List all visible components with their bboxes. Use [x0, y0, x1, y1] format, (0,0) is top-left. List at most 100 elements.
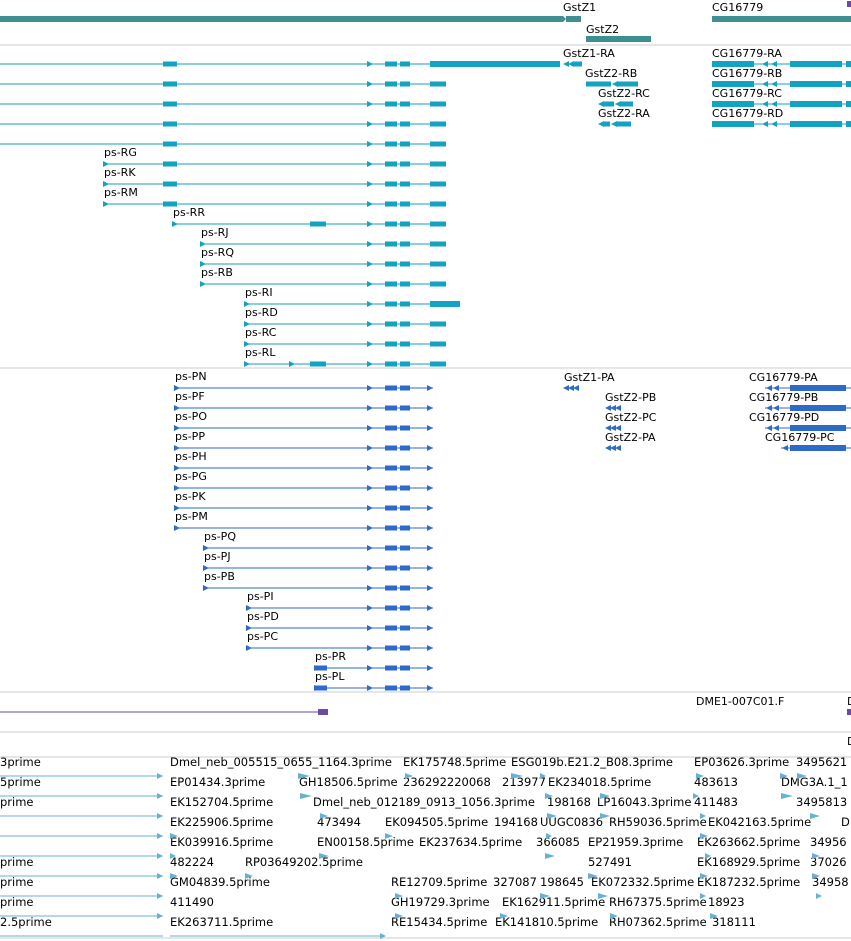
protein-label[interactable]: CG16779-PD — [749, 411, 819, 424]
est-label[interactable]: EK039916.5prime — [170, 835, 273, 849]
est-label[interactable]: Dmel_neb_012189_0913_1056.3prime — [313, 795, 535, 809]
est-label[interactable]: GM04839.5prime — [170, 875, 270, 889]
est-label[interactable]: 198168 — [547, 795, 591, 809]
est-label[interactable]: prime — [0, 855, 34, 869]
est-label[interactable]: RH59036.5prime — [609, 815, 707, 829]
transcript-label[interactable]: ps-RD — [245, 306, 278, 319]
est-label[interactable]: EK263711.5prime — [170, 915, 273, 929]
protein-label[interactable]: GstZ2-PA — [605, 431, 656, 444]
est-label[interactable]: 2.5prime — [0, 915, 52, 929]
est-label[interactable]: 3495813 — [796, 795, 847, 809]
est-label[interactable]: EK072332.5prime — [591, 875, 694, 889]
protein-label[interactable]: ps-PH — [175, 450, 207, 463]
est-label[interactable]: 236292220068 — [403, 775, 491, 789]
protein-label[interactable]: GstZ1-PA — [564, 371, 615, 384]
protein-label[interactable]: CG16779-PC — [765, 431, 835, 444]
est-label[interactable]: 3495621 — [796, 755, 847, 769]
est-label[interactable]: DMG3A.1_1 — [781, 775, 848, 789]
transcript-label[interactable]: ps-RQ — [201, 246, 234, 259]
est-label[interactable]: 3prime — [0, 755, 41, 769]
protein-label[interactable]: ps-PR — [315, 650, 346, 663]
est-label[interactable]: EK141810.5prime — [495, 915, 598, 929]
est-label[interactable]: 411483 — [694, 795, 738, 809]
est-label[interactable]: EP01434.3prime — [170, 775, 265, 789]
est-label[interactable]: EK263662.5prime — [697, 835, 800, 849]
transcript-label[interactable]: ps-RC — [245, 326, 277, 339]
est-label[interactable]: 34958 — [812, 875, 849, 889]
est-label[interactable]: EK175748.5prime — [403, 755, 506, 769]
est-label[interactable]: RH07362.5prime — [609, 915, 707, 929]
est-label[interactable]: 527491 — [588, 855, 632, 869]
est-label[interactable]: EK168929.5prime — [697, 855, 800, 869]
est-label[interactable]: GH19729.3prime — [391, 895, 490, 909]
est-label[interactable]: EK162911.5prime — [502, 895, 605, 909]
protein-label[interactable]: ps-PI — [247, 590, 274, 603]
protein-label[interactable]: ps-PB — [204, 570, 235, 583]
est-label[interactable]: 473494 — [317, 815, 361, 829]
est-label[interactable]: 318111 — [712, 915, 756, 929]
est-label[interactable]: EK152704.5prime — [170, 795, 273, 809]
protein-label[interactable]: GstZ2-PB — [605, 391, 656, 404]
est-label[interactable]: EN00158.5prime — [317, 835, 414, 849]
transcript-label[interactable]: GstZ1-RA — [563, 47, 615, 60]
est-label[interactable]: 37026 — [810, 855, 847, 869]
transcript-label[interactable]: CG16779-RC — [712, 87, 782, 100]
est-label[interactable]: RE12709.5prime — [391, 875, 487, 889]
transcript-label[interactable]: ps-RM — [104, 186, 138, 199]
est-label[interactable]: GH18506.5prime — [299, 775, 398, 789]
est-label[interactable]: 213977 — [502, 775, 546, 789]
protein-label[interactable]: CG16779-PA — [749, 371, 818, 384]
gene-label-gstz1[interactable]: GstZ1 — [563, 1, 596, 14]
est-label[interactable]: 198645 — [540, 875, 584, 889]
transcript-label[interactable]: CG16779-RB — [712, 67, 782, 80]
protein-label[interactable]: ps-PP — [175, 430, 205, 443]
est-label[interactable]: EP21959.3prime — [588, 835, 683, 849]
transcript-label[interactable]: ps-RR — [173, 206, 205, 219]
transcript-label[interactable]: GstZ2-RA — [598, 107, 650, 120]
est-label[interactable]: 411490 — [170, 895, 214, 909]
protein-label[interactable]: ps-PK — [175, 490, 206, 503]
transcript-label[interactable]: CG16779-RD — [712, 107, 783, 120]
protein-label[interactable]: ps-PC — [247, 630, 278, 643]
est-label[interactable]: D — [841, 815, 850, 829]
protein-label[interactable]: ps-PG — [175, 470, 207, 483]
transcript-label[interactable]: ps-RK — [104, 166, 136, 179]
est-label[interactable]: 34956 — [810, 835, 847, 849]
est-label[interactable]: 327087 — [493, 875, 537, 889]
gene-label-gstz2[interactable]: GstZ2 — [586, 23, 619, 36]
est-label[interactable]: 5prime — [0, 775, 41, 789]
est-label[interactable]: prime — [0, 795, 34, 809]
transcript-label[interactable]: ps-RB — [201, 266, 233, 279]
protein-label[interactable]: ps-PD — [247, 610, 279, 623]
est-label[interactable]: 482224 — [170, 855, 214, 869]
protein-label[interactable]: GstZ2-PC — [605, 411, 657, 424]
protein-label[interactable]: ps-PN — [175, 370, 207, 383]
protein-label[interactable]: CG16779-PB — [749, 391, 818, 404]
protein-label[interactable]: ps-PM — [175, 510, 208, 523]
est-label[interactable]: RP03649202.5prime — [245, 855, 363, 869]
transcript-label[interactable]: GstZ2-RC — [598, 87, 650, 100]
est-label[interactable]: 366085 — [536, 835, 580, 849]
est-label[interactable]: EK225906.5prime — [170, 815, 273, 829]
clone-label[interactable]: D — [847, 735, 851, 748]
est-label[interactable]: RE15434.5prime — [391, 915, 487, 929]
gene-label-cg16779[interactable]: CG16779 — [712, 1, 763, 14]
est-label[interactable]: ESG019b.E21.2_B08.3prime — [511, 755, 673, 769]
est-label[interactable]: EK042163.5prime — [708, 815, 811, 829]
protein-label[interactable]: ps-PJ — [204, 550, 231, 563]
est-label[interactable]: UUGC0836 — [540, 815, 603, 829]
clone-label[interactable]: DME1-007C01.F — [696, 695, 784, 708]
protein-label[interactable]: ps-PO — [175, 410, 207, 423]
est-label[interactable]: 194168 — [494, 815, 538, 829]
protein-label[interactable]: ps-PQ — [204, 530, 236, 543]
transcript-label[interactable]: ps-RG — [104, 146, 137, 159]
transcript-label[interactable]: GstZ2-RB — [585, 67, 637, 80]
est-label[interactable]: EP03626.3prime — [694, 755, 789, 769]
est-label[interactable]: RH67375.5prime — [609, 895, 707, 909]
est-label[interactable]: EK237634.5prime — [419, 835, 522, 849]
est-label[interactable]: 483613 — [694, 775, 738, 789]
est-label[interactable]: EK234018.5prime — [548, 775, 651, 789]
transcript-label[interactable]: CG16779-RA — [712, 47, 782, 60]
protein-label[interactable]: ps-PL — [315, 670, 345, 683]
est-label[interactable]: Dmel_neb_005515_0655_1164.3prime — [170, 755, 392, 769]
